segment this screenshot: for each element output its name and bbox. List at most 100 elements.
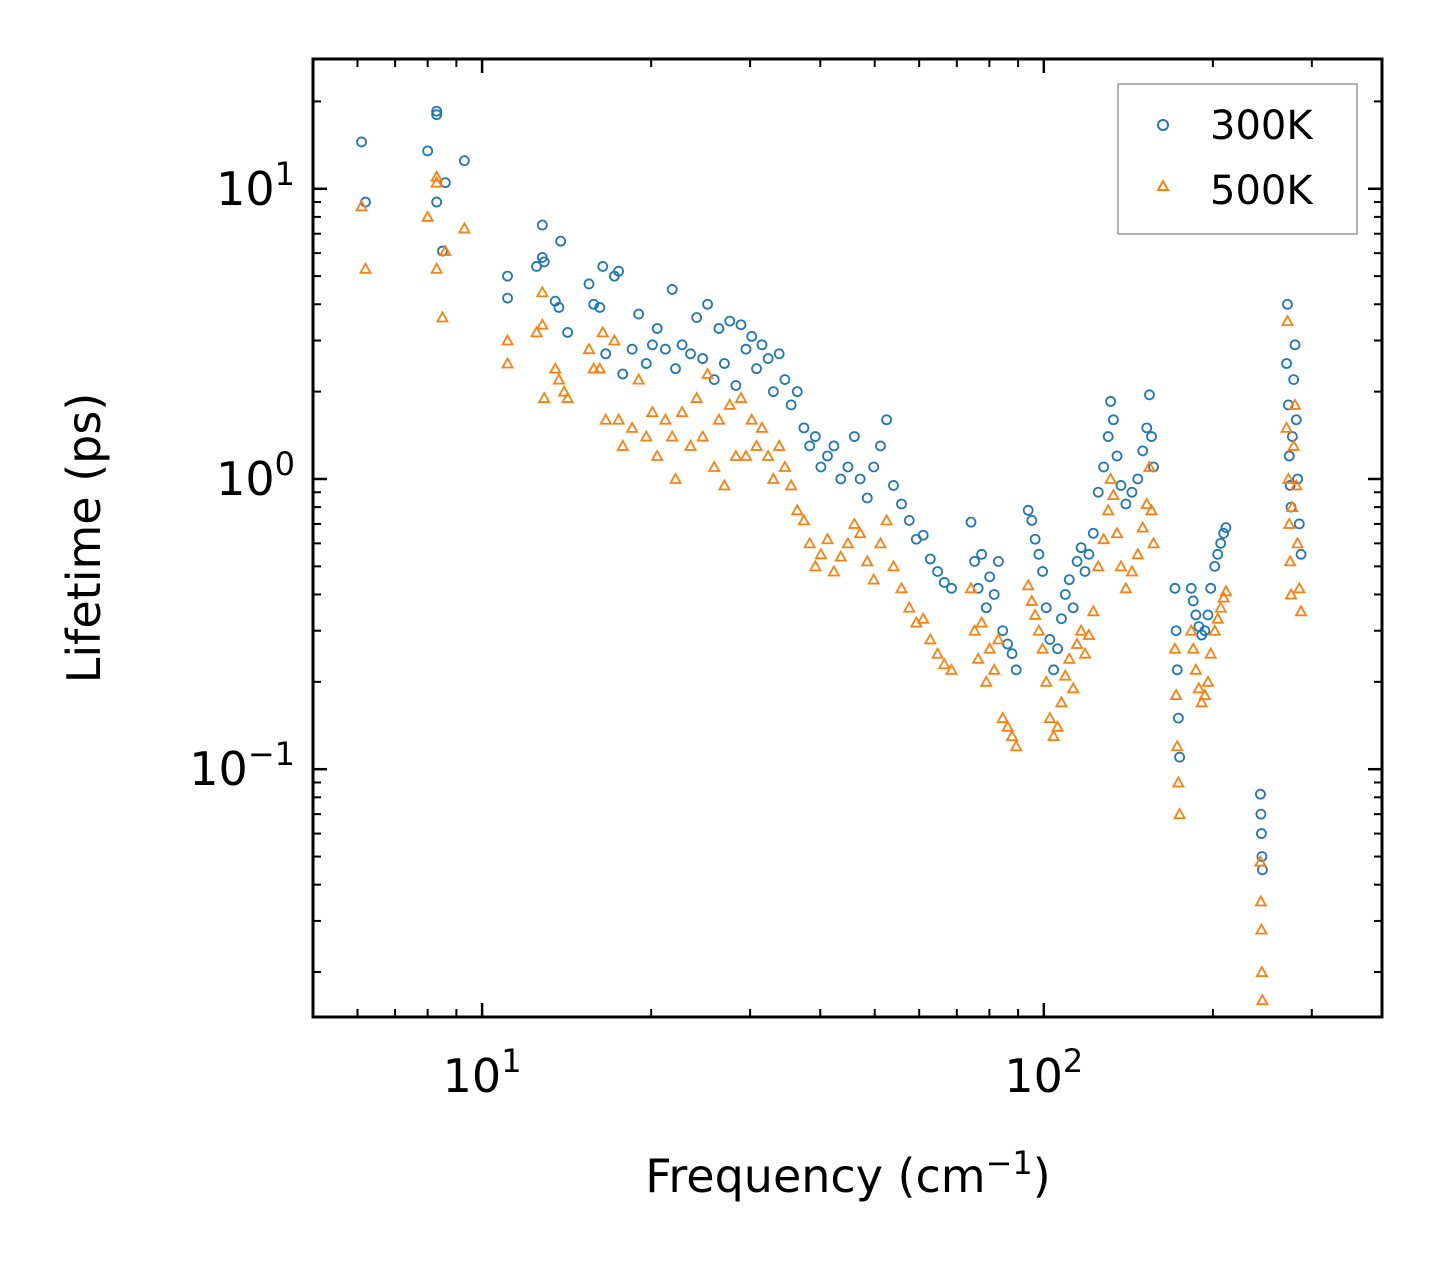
point-300k <box>553 302 565 313</box>
point-500k <box>696 429 710 442</box>
point-300k <box>746 330 758 342</box>
point-500k <box>853 526 867 539</box>
point-300k <box>1107 414 1119 426</box>
point-300k <box>702 298 713 310</box>
point-300k <box>1256 828 1267 839</box>
point-300k <box>822 450 833 462</box>
point-500k <box>729 449 743 461</box>
point-300k <box>697 353 709 364</box>
point-300k <box>538 256 550 268</box>
point-300k <box>647 339 658 351</box>
point-500k <box>1066 681 1080 694</box>
point-500k <box>457 221 471 234</box>
point-500k <box>1058 668 1072 681</box>
point-500k <box>1198 688 1212 701</box>
point-500k <box>937 657 951 670</box>
point-300k <box>439 177 451 189</box>
point-300k <box>1215 537 1227 549</box>
point-300k <box>502 292 513 304</box>
point-500k <box>669 472 683 484</box>
point-500k <box>1204 646 1218 659</box>
point-500k <box>1136 520 1150 533</box>
point-500k <box>1292 581 1306 594</box>
point-500k <box>1186 641 1200 654</box>
point-500k <box>1025 594 1039 606</box>
point-300k <box>917 529 929 541</box>
point-300k <box>1170 625 1182 637</box>
point-500k <box>1208 623 1222 636</box>
point-500k <box>587 361 601 374</box>
point-300k <box>809 431 821 442</box>
point-300k <box>356 136 367 148</box>
point-300k <box>938 577 950 588</box>
point-500k <box>1173 807 1187 820</box>
point-300k <box>976 548 988 560</box>
point-500k <box>931 646 945 659</box>
point-300k <box>1067 602 1079 614</box>
point-500k <box>761 449 775 461</box>
point-300k <box>1295 548 1307 560</box>
point-500k <box>596 325 610 338</box>
point-500k <box>1144 503 1159 516</box>
point-300k <box>1255 808 1267 820</box>
point-500k <box>797 513 811 526</box>
point-500k <box>749 439 764 451</box>
point-300k <box>633 308 645 320</box>
point-300k <box>431 196 443 208</box>
point-300k <box>1052 643 1063 655</box>
point-500k <box>1280 314 1294 326</box>
point-500k <box>1192 681 1206 694</box>
legend-label-300k: 300K <box>1210 103 1314 149</box>
point-500k <box>1074 623 1088 636</box>
point-500k <box>561 391 575 403</box>
point-300k <box>842 461 854 473</box>
point-300k <box>1220 522 1232 533</box>
point-500k <box>745 412 759 425</box>
point-500k <box>1051 719 1065 732</box>
point-500k <box>537 391 551 403</box>
point-500k <box>784 478 798 491</box>
series-300k <box>356 105 1307 876</box>
point-300k <box>708 374 720 386</box>
point-500k <box>944 662 959 675</box>
point-500k <box>645 405 659 418</box>
point-500k <box>1281 472 1295 484</box>
point-500k <box>1211 611 1225 624</box>
point-500k <box>790 503 804 516</box>
point-500k <box>723 398 737 410</box>
point-500k <box>548 361 562 374</box>
point-300k <box>651 323 663 334</box>
point-300k <box>431 109 443 121</box>
point-500k <box>707 460 721 472</box>
point-500k <box>827 564 841 577</box>
point-300k <box>1293 518 1305 530</box>
point-500k <box>1195 695 1209 708</box>
point-300k <box>1141 422 1153 434</box>
point-500k <box>552 372 566 385</box>
point-500k <box>1294 604 1308 617</box>
point-500k <box>841 536 855 549</box>
point-500k <box>1062 652 1076 664</box>
point-300k <box>751 363 762 375</box>
point-500k <box>847 517 861 529</box>
point-500k <box>923 632 937 645</box>
point-500k <box>983 641 997 654</box>
point-500k <box>435 310 449 323</box>
legend-marker-300k <box>1157 119 1169 131</box>
point-500k <box>739 449 753 461</box>
x-tick-label: 101 <box>443 1042 522 1103</box>
point-500k <box>535 285 549 298</box>
point-300k <box>1144 389 1155 401</box>
legend: 300K 500K <box>1117 83 1358 235</box>
point-500k <box>1282 517 1296 529</box>
point-300k <box>1169 582 1181 594</box>
point-500k <box>1101 503 1115 516</box>
point-300k <box>997 625 1009 637</box>
point-500k <box>650 449 664 461</box>
point-300k <box>1288 374 1300 386</box>
point-500k <box>421 210 435 222</box>
point-300k <box>992 556 1004 567</box>
point-500k <box>501 333 515 346</box>
point-500k <box>658 412 672 425</box>
x-axis-label: Frequency (cm−1) <box>645 1144 1050 1203</box>
